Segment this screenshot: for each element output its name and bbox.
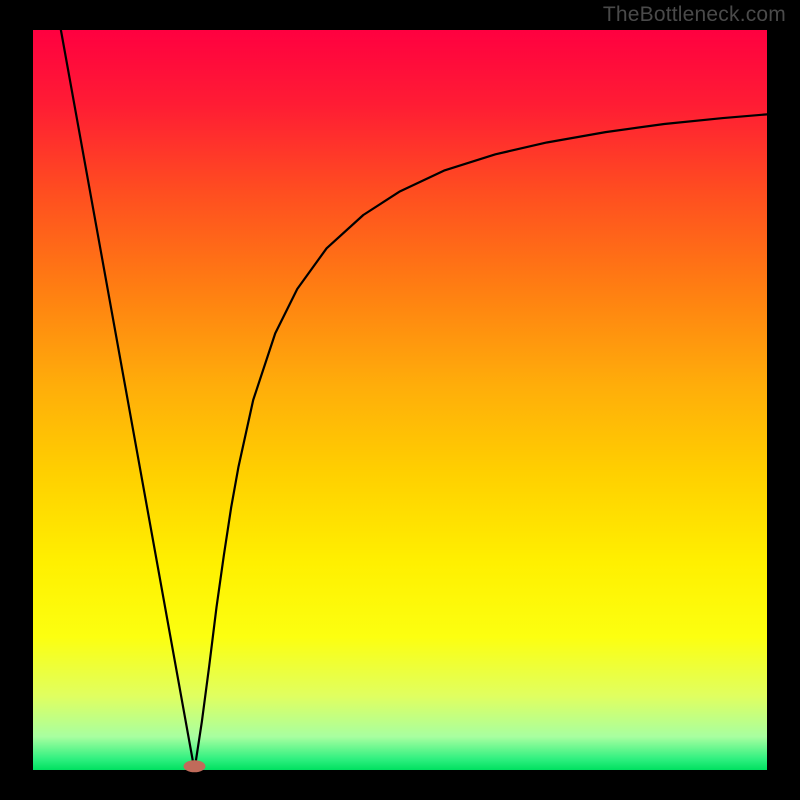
chart-svg bbox=[0, 0, 800, 800]
plot-background bbox=[33, 30, 767, 770]
watermark-label: TheBottleneck.com bbox=[603, 3, 786, 27]
optimum-marker bbox=[183, 760, 205, 772]
chart-container: TheBottleneck.com bbox=[0, 0, 800, 800]
